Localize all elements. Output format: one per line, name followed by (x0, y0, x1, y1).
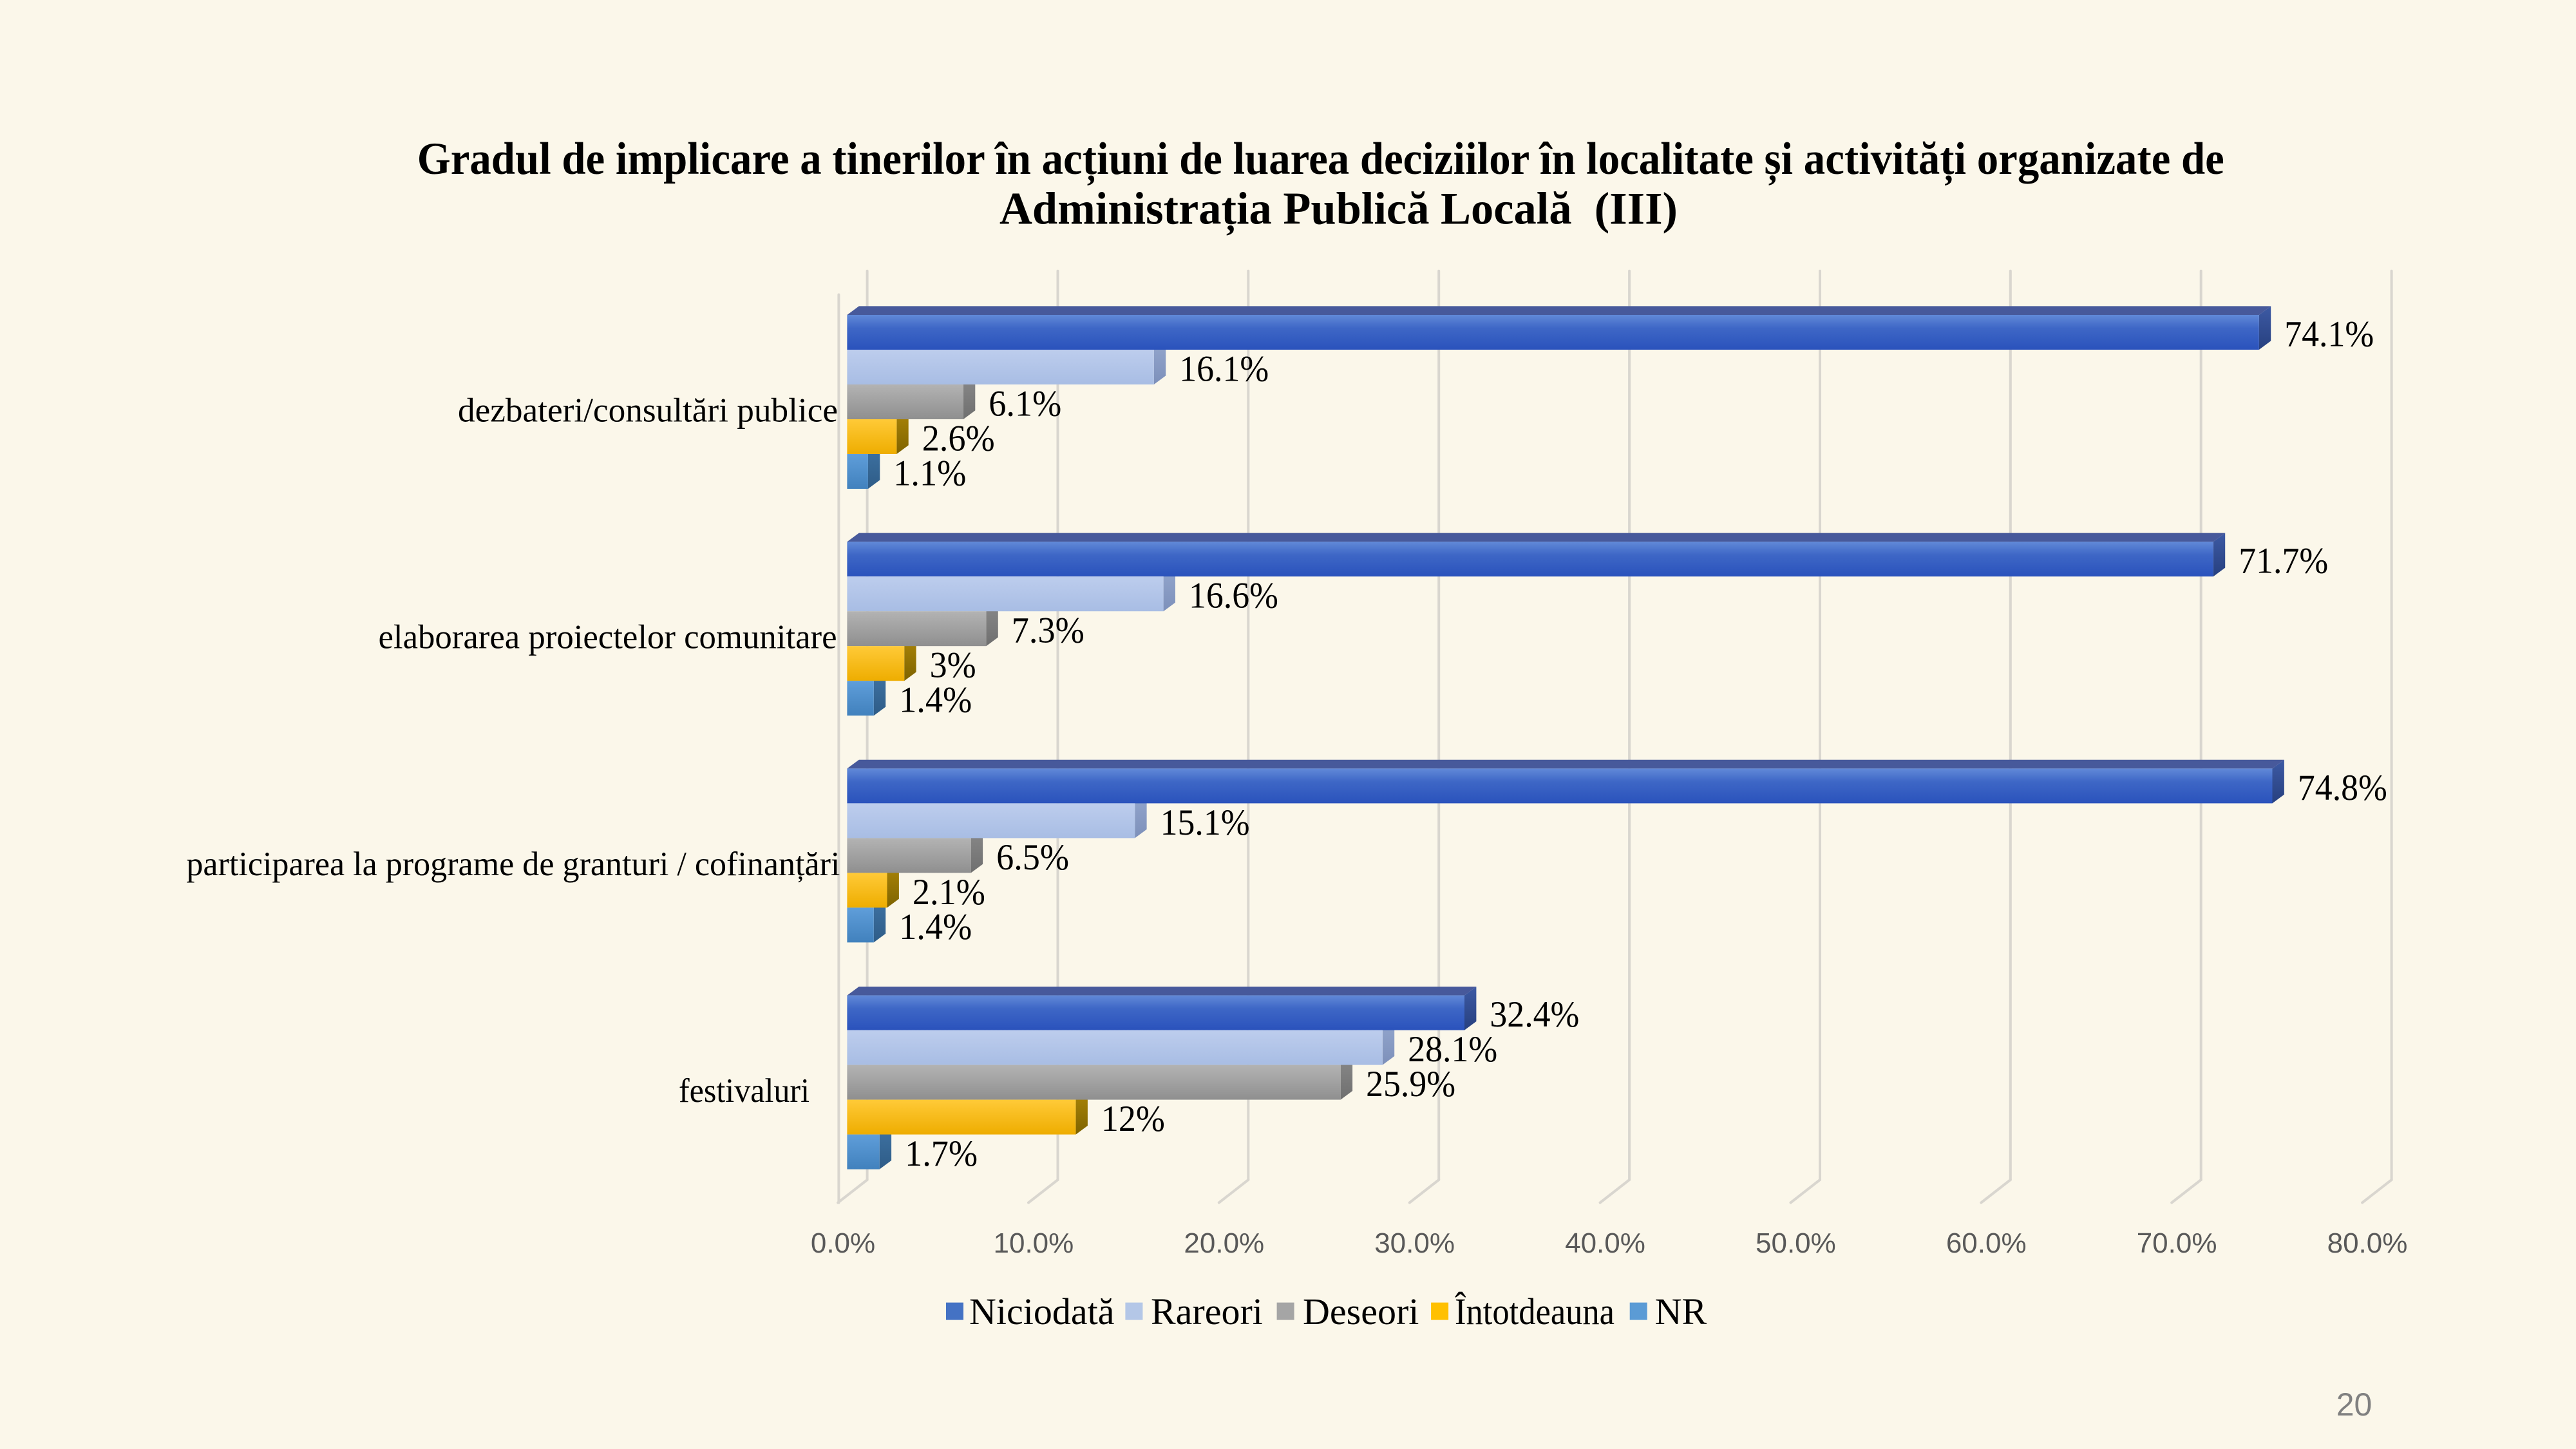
svg-text:15.1%: 15.1% (1160, 802, 1250, 843)
svg-text:3%: 3% (930, 645, 976, 686)
svg-text:1.7%: 1.7% (905, 1133, 978, 1174)
svg-text:1.4%: 1.4% (899, 907, 972, 947)
svg-text:20.0%: 20.0% (1184, 1227, 1264, 1259)
svg-text:20: 20 (2336, 1387, 2372, 1423)
svg-text:NR: NR (1655, 1291, 1707, 1332)
svg-text:12%: 12% (1101, 1099, 1165, 1139)
svg-text:30.0%: 30.0% (1374, 1227, 1455, 1259)
svg-text:16.6%: 16.6% (1189, 576, 1278, 616)
svg-text:74.8%: 74.8% (2298, 768, 2387, 808)
svg-text:50.0%: 50.0% (1756, 1227, 1836, 1259)
svg-text:Deseori: Deseori (1303, 1291, 1419, 1332)
svg-text:Rareori: Rareori (1151, 1291, 1263, 1332)
svg-text:Administrația Publică Locală: Administrația Publică Locală (III) (999, 184, 1678, 236)
svg-text:6.1%: 6.1% (989, 384, 1061, 424)
svg-text:6.5%: 6.5% (996, 837, 1069, 878)
svg-text:2.1%: 2.1% (913, 872, 985, 913)
svg-text:Întotdeauna: Întotdeauna (1455, 1291, 1615, 1332)
svg-text:Gradul de implicare a tinerilo: Gradul de implicare a tinerilor în acțiu… (417, 134, 2224, 186)
svg-text:festivaluri: festivaluri (679, 1072, 810, 1110)
svg-text:10.0%: 10.0% (994, 1227, 1074, 1259)
svg-text:dezbateri/consultări publice: dezbateri/consultări publice (458, 392, 838, 430)
svg-text:80.0%: 80.0% (2327, 1227, 2408, 1259)
svg-text:28.1%: 28.1% (1408, 1029, 1497, 1070)
svg-text:60.0%: 60.0% (1946, 1227, 2027, 1259)
svg-text:25.9%: 25.9% (1366, 1064, 1455, 1104)
svg-text:participarea la programe de gr: participarea la programe de granturi / c… (186, 846, 840, 883)
svg-text:40.0%: 40.0% (1565, 1227, 1645, 1259)
svg-text:32.4%: 32.4% (1490, 994, 1579, 1035)
svg-text:0.0%: 0.0% (811, 1227, 875, 1259)
svg-text:71.7%: 71.7% (2239, 541, 2328, 582)
svg-text:1.1%: 1.1% (893, 453, 966, 494)
svg-text:16.1%: 16.1% (1179, 349, 1269, 390)
svg-text:7.3%: 7.3% (1012, 611, 1084, 651)
svg-text:Niciodată: Niciodată (969, 1291, 1114, 1332)
svg-text:elaborarea proiectelor comunit: elaborarea proiectelor comunitare (379, 619, 837, 656)
svg-text:2.6%: 2.6% (922, 419, 995, 459)
svg-text:1.4%: 1.4% (899, 680, 972, 721)
svg-text:74.1%: 74.1% (2284, 314, 2374, 355)
svg-text:70.0%: 70.0% (2137, 1227, 2217, 1259)
